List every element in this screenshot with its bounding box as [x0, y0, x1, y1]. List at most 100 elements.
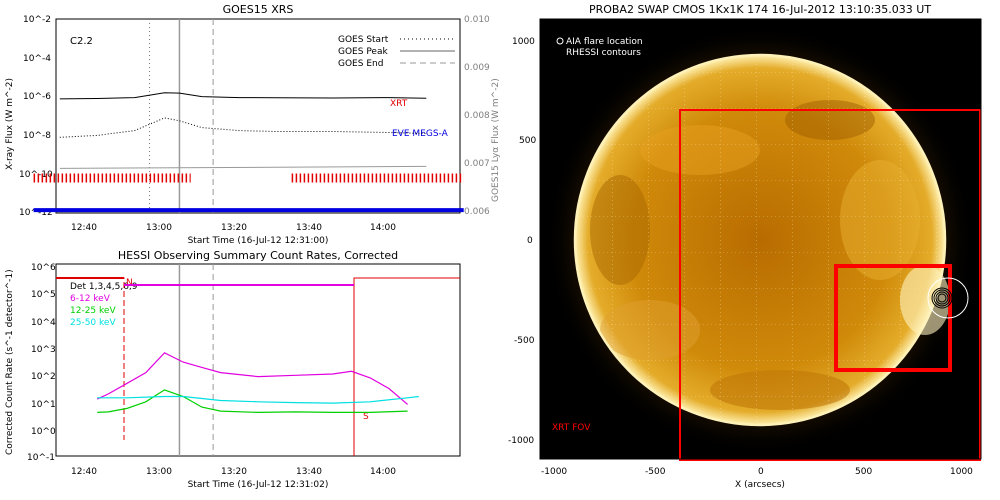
hessi-y-tick: 10^5	[31, 290, 56, 300]
hessi-plot-frame	[55, 263, 461, 457]
goes-x-tick: 12:40	[71, 223, 97, 233]
goes-y-tick: 10^-6	[23, 92, 51, 102]
goes-data-marks	[33, 19, 464, 213]
hessi-y-tick: 10^4	[31, 318, 56, 328]
goes-y2-tick: 0.009	[464, 63, 490, 73]
hessi-title: HESSI Observing Summary Count Rates, Cor…	[118, 249, 398, 262]
hessi-panel: HESSI Observing Summary Count Rates, Cor…	[5, 249, 461, 490]
swap-y-axis: 1000 500 0 -500 -1000	[508, 37, 536, 446]
goes-y2-axis: 0.010 0.009 0.008 0.007 0.006	[464, 15, 490, 217]
goes-y2-tick: 0.006	[464, 207, 490, 217]
swap-legend: AIA flare location RHESSI contours	[556, 37, 643, 58]
goes-plot-frame	[55, 18, 461, 214]
rhessi-contour	[937, 293, 947, 303]
swap-panel: PROBA2 SWAP CMOS 1Kx1K 174 16-Jul-2012 1…	[508, 3, 982, 490]
swap-x-tick: -500	[645, 467, 666, 477]
legend-goes-peak: GOES Peak	[338, 47, 388, 57]
rhessi-contour	[935, 291, 949, 305]
swap-y-tick: 0	[527, 236, 533, 246]
goes-y2-tick: 0.007	[464, 159, 490, 169]
goes-y2-tick: 0.008	[464, 111, 490, 121]
swap-plot-frame	[539, 18, 982, 460]
goes-y-tick: 10^-2	[23, 15, 51, 25]
swap-x-tick: 0	[758, 467, 764, 477]
goes-series-goes15-ly-alpha	[59, 165, 427, 169]
goes-y2-tick: 0.010	[464, 15, 490, 25]
swap-legend-aia: AIA flare location	[566, 37, 643, 47]
xrt-fov-rectangle	[679, 109, 981, 461]
aia-flare-marker-icon	[556, 37, 564, 45]
swap-legend-rhessi: RHESSI contours	[566, 48, 641, 58]
xrt-fov-label: XRT FOV	[552, 423, 591, 433]
hessi-legend-25-50: 25-50 keV	[70, 318, 116, 328]
saa-flag-end	[353, 277, 460, 456]
hessi-series-6-12-kev	[96, 352, 408, 405]
hessi-legend-6-12: 6-12 keV	[70, 294, 111, 304]
swap-x-tick: 500	[855, 467, 872, 477]
goes-class-label: C2.2	[70, 36, 93, 47]
swap-y-tick: -1000	[508, 436, 534, 446]
hessi-x-tick: 14:00	[370, 467, 396, 477]
hessi-y-tick: 10^6	[31, 263, 56, 273]
hessi-x-tick: 12:40	[71, 467, 97, 477]
eve-label: EVE MEGS-A	[392, 129, 449, 139]
hessi-flag-s: S	[363, 412, 369, 422]
flare-brightening	[900, 265, 950, 335]
hessi-x-label: Start Time (16-Jul-12 12:31:02)	[188, 480, 329, 490]
hessi-y-tick: 10^1	[31, 400, 56, 410]
goes-x-tick: 13:00	[146, 223, 172, 233]
hessi-legend-12-25: 12-25 keV	[70, 306, 116, 316]
hessi-legend: Det 1,3,4,5,6,9 6-12 keV 12-25 keV 25-50…	[70, 282, 138, 328]
rhessi-contour	[933, 289, 951, 307]
goes-y-tick: 10^-8	[23, 131, 51, 141]
hessi-y-axis: 10^6 10^5 10^4 10^3 10^2 10^1 10^0 10^-1	[27, 263, 56, 463]
hessi-flag-n: N	[126, 278, 133, 288]
swap-x-label: X (arcsecs)	[735, 480, 785, 490]
sun-texture	[575, 55, 945, 425]
goes-x-tick: 14:00	[370, 223, 396, 233]
xrt-label: XRT	[390, 99, 408, 109]
hessi-x-tick: 13:00	[146, 467, 172, 477]
swap-data-marks	[679, 109, 981, 461]
goes-y-label: X-ray Flux (W m^-2)	[5, 78, 15, 170]
goes-y-tick: 10^-12	[19, 208, 53, 218]
goes-x-axis: 12:40 13:00 13:20 13:40 14:00	[71, 223, 396, 233]
goes-y-tick: 10^-10	[19, 170, 53, 180]
goes-x-tick: 13:40	[296, 223, 322, 233]
hessi-legend-title: Det 1,3,4,5,6,9	[70, 282, 138, 292]
hessi-x-axis: 12:40 13:00 13:20 13:40 14:00	[71, 467, 396, 477]
swap-y-tick: 500	[519, 136, 536, 146]
hessi-y-label: Corrected Count Rate (s^-1 detector^-1)	[5, 269, 15, 455]
goes-x-label: Start Time (16-Jul-12 12:31:00)	[188, 236, 329, 246]
hessi-data-marks	[56, 264, 460, 456]
swap-x-tick: 1000	[950, 467, 973, 477]
goes-series-goes-short-channel	[59, 117, 427, 138]
hessi-series-12-25-kev	[97, 389, 408, 414]
rhessi-contour	[931, 287, 953, 309]
hessi-x-tick: 13:40	[296, 467, 322, 477]
legend-goes-end: GOES End	[338, 59, 383, 69]
hessi-series-25-50-kev	[97, 395, 419, 404]
goes-series-goes-long-channel	[59, 92, 427, 100]
goes-legend: GOES Start GOES Peak GOES End	[338, 35, 455, 69]
goes-panel: GOES15 XRS C2.2 10^-2 10^-4 10^-6 10^-8 …	[5, 3, 501, 246]
aia-flare-location-marker	[927, 277, 969, 319]
goes-y-axis: 10^-2 10^-4 10^-6 10^-8 10^-10 10^-12	[19, 15, 53, 218]
goes-y-tick: 10^-4	[23, 54, 51, 64]
hessi-y-tick: 10^-1	[27, 453, 55, 463]
swap-x-tick: -1000	[541, 467, 567, 477]
hessi-x-tick: 13:20	[221, 467, 247, 477]
hessi-y-tick: 10^0	[31, 427, 56, 437]
goes-x-tick: 13:20	[221, 223, 247, 233]
swap-y-tick: -500	[514, 336, 535, 346]
goes-title: GOES15 XRS	[223, 3, 294, 16]
legend-goes-start: GOES Start	[338, 35, 389, 45]
goes-y2-label: GOES15 Lyα Flux (W m^-2)	[491, 78, 501, 202]
swap-y-tick: 1000	[512, 37, 535, 47]
hessi-y-tick: 10^2	[31, 372, 56, 382]
swap-title: PROBA2 SWAP CMOS 1Kx1K 174 16-Jul-2012 1…	[589, 3, 931, 16]
hessi-y-tick: 10^3	[31, 345, 56, 355]
swap-x-axis: -1000 -500 0 500 1000	[541, 467, 973, 477]
sun-limb	[573, 53, 947, 427]
